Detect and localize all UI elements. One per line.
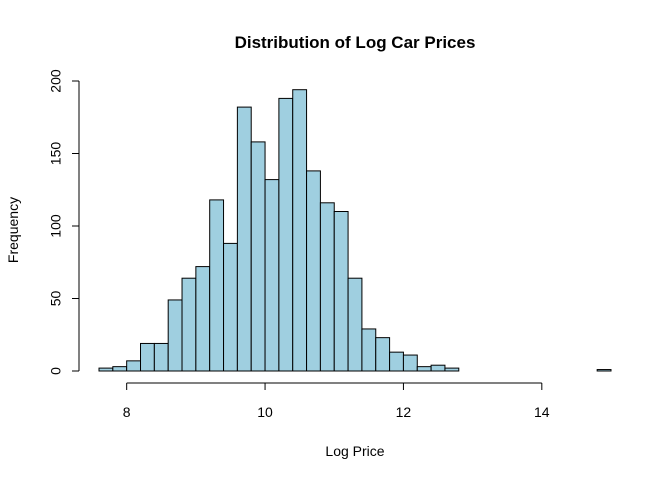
histogram-bar [167,299,183,372]
y-tick-label: 100 [48,214,64,238]
histogram-bar [181,277,197,372]
y-tick-label: 150 [48,142,64,166]
histogram-bar [375,337,391,372]
histogram-bar [444,367,460,372]
histogram-bar [112,366,128,372]
histogram-bar [195,266,211,372]
histogram-bar [140,342,155,372]
histogram-bar [430,364,446,372]
histogram-bar [306,170,321,372]
histogram-bar [98,367,114,372]
x-tick-label: 12 [396,404,412,420]
x-axis-label: Log Price [325,443,384,459]
histogram-bar [292,89,308,372]
histogram-bar [153,342,169,372]
x-axis: 8 10 12 14 [123,382,550,420]
histogram-bar [278,97,294,372]
x-tick-label: 14 [534,404,550,420]
histogram-bar [126,360,142,372]
histogram-bar [361,328,377,372]
histogram-bar [264,179,280,372]
y-tick-label: 200 [48,69,64,93]
histogram-bar [333,211,349,372]
y-axis-label: Frequency [5,197,21,263]
histogram-bar [596,369,612,372]
y-axis: 0 50 100 150 200 [48,69,80,375]
histogram-bar [319,202,335,372]
histogram-bar [223,242,238,372]
histogram-bar [236,106,252,372]
histogram-bar [389,351,404,372]
histogram-bar [209,199,225,372]
x-tick-label: 10 [257,404,273,420]
histogram-bar [402,354,418,372]
bars-group [98,89,612,372]
chart-title: Distribution of Log Car Prices [235,33,476,52]
y-tick-label: 50 [48,291,64,307]
histogram-bar [416,366,432,372]
histogram-bar [250,141,266,372]
x-tick-label: 8 [123,404,131,420]
histogram-bar [347,277,363,372]
y-tick-label: 0 [48,367,64,375]
